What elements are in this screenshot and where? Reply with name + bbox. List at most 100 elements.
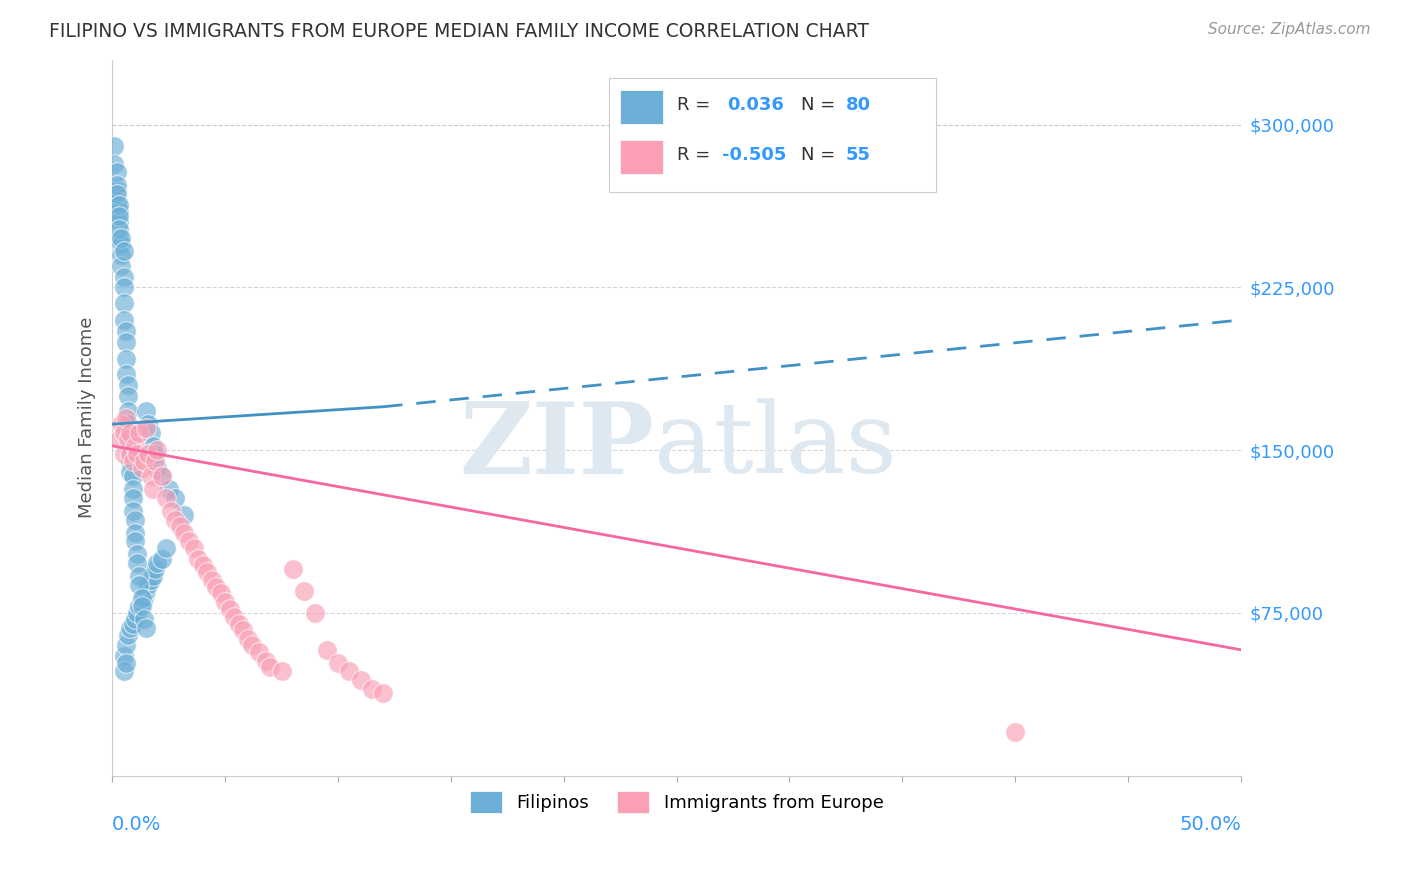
Point (270, 665, 292, 679)
Point (108, 222, 131, 236)
Point (135, 621, 157, 635)
Point (105, 178, 128, 193)
Point (143, 562, 166, 576)
Point (110, 237, 132, 252)
Point (120, 425, 142, 440)
Bar (620, 90, 664, 124)
Point (120, 465, 142, 479)
Point (114, 410, 136, 425)
Point (160, 504, 183, 518)
Point (117, 425, 139, 440)
Point (117, 404, 139, 418)
Point (110, 259, 132, 273)
Point (177, 534, 200, 549)
Text: FILIPINO VS IMMIGRANTS FROM EUROPE MEDIAN FAMILY INCOME CORRELATION CHART: FILIPINO VS IMMIGRANTS FROM EUROPE MEDIA… (49, 22, 869, 41)
Point (125, 556, 148, 570)
Point (135, 404, 157, 418)
Point (218, 601, 240, 615)
Point (131, 599, 153, 614)
Point (326, 656, 349, 670)
Point (117, 627, 139, 641)
Point (114, 639, 136, 653)
Point (112, 295, 135, 310)
Point (108, 198, 131, 212)
Point (112, 425, 135, 440)
Point (150, 551, 173, 566)
Point (183, 541, 205, 555)
Point (121, 504, 143, 518)
Point (139, 574, 162, 588)
Point (128, 569, 150, 583)
Point (125, 547, 148, 561)
Point (108, 215, 131, 229)
Point (187, 551, 209, 566)
Point (112, 280, 135, 294)
Point (173, 525, 195, 540)
Point (132, 612, 155, 626)
Point (135, 421, 157, 435)
Point (103, 139, 125, 153)
Point (131, 595, 153, 609)
Text: R =: R = (676, 95, 721, 113)
Point (131, 460, 153, 475)
Point (121, 482, 143, 496)
Point (121, 454, 143, 468)
Point (146, 556, 169, 570)
Point (128, 425, 150, 440)
Point (120, 432, 142, 446)
Point (349, 673, 371, 688)
Point (214, 595, 236, 609)
Point (117, 432, 139, 446)
Point (128, 599, 150, 614)
Point (117, 389, 139, 403)
Point (155, 541, 177, 555)
Point (157, 482, 180, 496)
Point (120, 448, 142, 462)
Point (209, 586, 232, 600)
Legend: Filipinos, Immigrants from Europe: Filipinos, Immigrants from Europe (463, 784, 890, 821)
Point (121, 469, 143, 483)
Point (112, 269, 135, 284)
Point (135, 584, 157, 599)
Point (103, 157, 125, 171)
Point (259, 660, 281, 674)
Point (120, 454, 142, 468)
Point (105, 187, 128, 202)
Text: N =: N = (801, 95, 841, 113)
Point (125, 606, 148, 620)
Point (139, 469, 162, 483)
Point (121, 491, 143, 505)
Point (117, 378, 139, 392)
Point (142, 482, 165, 496)
Point (138, 417, 160, 431)
Point (110, 248, 132, 262)
Point (125, 448, 148, 462)
Text: 55: 55 (846, 145, 870, 164)
Bar (620, 140, 664, 174)
Point (165, 513, 187, 527)
FancyBboxPatch shape (609, 78, 936, 192)
Point (114, 656, 136, 670)
Point (112, 448, 135, 462)
Point (112, 665, 135, 679)
Point (143, 448, 166, 462)
Text: R =: R = (676, 145, 716, 164)
Point (240, 639, 263, 653)
Point (142, 439, 165, 453)
Point (108, 209, 131, 223)
Point (117, 417, 139, 431)
Point (114, 368, 136, 382)
Point (146, 443, 169, 458)
Point (146, 460, 169, 475)
Point (128, 577, 150, 591)
Point (139, 425, 162, 440)
Text: Source: ZipAtlas.com: Source: ZipAtlas.com (1208, 22, 1371, 37)
Point (120, 443, 142, 458)
Point (292, 584, 315, 599)
Point (114, 334, 136, 349)
Point (121, 616, 143, 631)
Point (112, 313, 135, 327)
Point (205, 580, 228, 594)
Point (132, 454, 155, 468)
Point (108, 204, 131, 219)
